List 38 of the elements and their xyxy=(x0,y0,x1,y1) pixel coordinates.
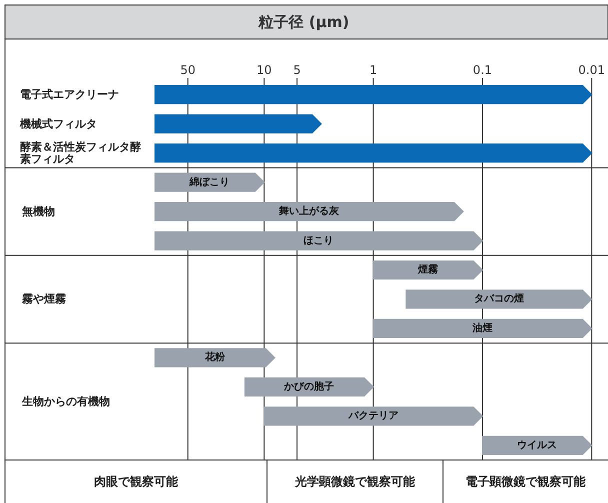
bar xyxy=(154,202,464,222)
y-tick-label: 舞い上がる灰 xyxy=(278,205,340,218)
bar xyxy=(154,144,592,163)
bar xyxy=(154,114,322,134)
text: 肉眼で観察可能 xyxy=(94,474,179,488)
y-tick-label: 花粉 xyxy=(204,351,226,364)
y-tick-label: ウイルス xyxy=(517,440,558,451)
bar xyxy=(372,318,592,338)
bar xyxy=(482,436,592,455)
y-tick-label: バクテリア xyxy=(347,410,398,422)
y-tick-label: 油煙 xyxy=(471,322,492,334)
text: 光学顕微鏡で観察可能 xyxy=(294,474,416,488)
text: 霧や煙霧 xyxy=(21,292,66,306)
text: 生物からの有機物 xyxy=(21,395,110,408)
bar xyxy=(154,231,483,250)
bar xyxy=(372,260,483,280)
bar xyxy=(154,172,265,192)
bar xyxy=(264,406,483,426)
x-tick-label: 5 xyxy=(293,63,301,77)
x-tick-label: 10 xyxy=(256,63,272,77)
x-tick-label: 1 xyxy=(370,63,378,77)
y-tick-label: 煙霧 xyxy=(416,264,438,276)
x-tick-label: 50 xyxy=(180,63,196,77)
y-tick-label: 機械式フィルタ xyxy=(19,117,97,130)
y-tick-label: ほこり xyxy=(304,235,334,246)
bar xyxy=(154,85,592,104)
bar xyxy=(154,348,276,368)
y-tick-label: タバコの煙 xyxy=(474,292,524,305)
y-tick-label: かびの胞子 xyxy=(283,380,334,392)
y-tick-label: 綿ぼこり xyxy=(188,176,230,188)
bar xyxy=(406,290,592,309)
x-tick-label: 0.01 xyxy=(578,63,605,77)
text: 電子顕微鏡で観察可能 xyxy=(466,474,586,488)
x-tick-label: 0.1 xyxy=(472,63,492,77)
text: 無機物 xyxy=(21,205,55,218)
y-tick-label: 酵素＆活性炭フィルタ酵素フィルタ xyxy=(20,140,141,166)
y-tick-label: 電子式エアクリーナ xyxy=(20,88,119,102)
chart-title: 粒子径 (µm) xyxy=(258,13,350,31)
